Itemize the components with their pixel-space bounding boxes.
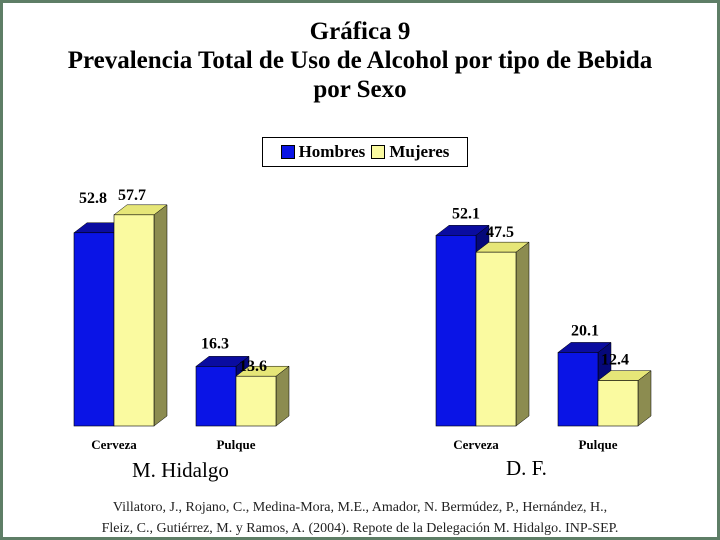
panel-label-hidalgo: M. Hidalgo bbox=[132, 458, 229, 482]
legend-swatch-mujeres bbox=[371, 145, 386, 159]
panel-label-df: D. F. bbox=[506, 456, 547, 480]
data-label-p0-cerveza-hombres: 52.8 bbox=[79, 190, 107, 207]
bar-chart: 52.8 57.7 Cerveza 16.3 13.6 Pulque 52.1 47.5 Cer… bbox=[73, 187, 652, 452]
legend-item-hombres: Hombres bbox=[280, 142, 366, 162]
chart-legend: Hombres Mujeres bbox=[262, 137, 468, 167]
source-citation: Villatoro, J., Rojano, C., Medina-Mora, … bbox=[3, 497, 717, 539]
bar-p1-cerveza-hombres bbox=[435, 235, 477, 427]
title-line-3: por Sexo bbox=[313, 76, 407, 103]
legend-label-hombres: Hombres bbox=[298, 142, 366, 161]
data-label-p1-cerveza-hombres: 52.1 bbox=[452, 205, 480, 222]
bar-p1-cerveza-mujeres bbox=[475, 251, 517, 427]
title-line-1: Gráfica 9 bbox=[309, 18, 411, 45]
legend-swatch-hombres bbox=[280, 145, 295, 159]
title-line-2: Prevalencia Total de Uso de Alcohol por … bbox=[67, 47, 653, 74]
category-label-p1-pulque: Pulque bbox=[578, 437, 617, 452]
bar-p0-cerveza-mujeres bbox=[113, 214, 155, 427]
category-label-p1-cerveza: Cerveza bbox=[453, 437, 499, 452]
source-line-1: Villatoro, J., Rojano, C., Medina-Mora, … bbox=[112, 500, 608, 515]
bar-p1-pulque-mujeres bbox=[597, 380, 639, 427]
source-line-2: Fleiz, C., Gutiérrez, M. y Ramos, A. (20… bbox=[101, 521, 619, 536]
bar-p0-cerveza-hombres bbox=[73, 232, 115, 427]
bar-p1-pulque-hombres bbox=[557, 352, 599, 427]
bar-p0-pulque-mujeres bbox=[235, 375, 277, 427]
bar-side-p0-cerveza-mujeres bbox=[153, 204, 168, 427]
bar-p0-pulque-hombres bbox=[195, 366, 237, 427]
data-label-p1-pulque-hombres: 20.1 bbox=[571, 322, 599, 339]
bar-side-p0-pulque-mujeres bbox=[275, 365, 290, 427]
category-label-p0-pulque: Pulque bbox=[216, 437, 255, 452]
data-label-p0-cerveza-mujeres: 57.7 bbox=[118, 187, 146, 204]
data-label-p1-pulque-mujeres: 12.4 bbox=[601, 352, 629, 369]
data-label-p0-pulque-hombres: 16.3 bbox=[201, 335, 229, 352]
legend-item-mujeres: Mujeres bbox=[371, 142, 449, 162]
category-label-p0-cerveza: Cerveza bbox=[91, 437, 137, 452]
chart-title: Gráfica 9 Prevalencia Total de Uso de Al… bbox=[3, 17, 717, 104]
legend-label-mujeres: Mujeres bbox=[389, 142, 450, 161]
data-label-p1-cerveza-mujeres: 47.5 bbox=[486, 224, 514, 241]
data-label-p0-pulque-mujeres: 13.6 bbox=[239, 358, 267, 375]
bar-side-p1-cerveza-mujeres bbox=[515, 241, 530, 427]
